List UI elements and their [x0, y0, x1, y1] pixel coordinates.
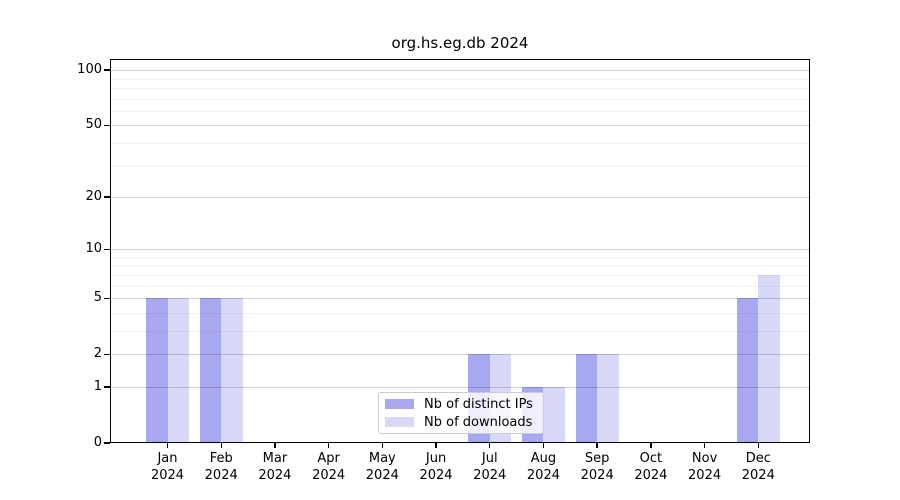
y-tick-label-50: 50 [85, 117, 102, 133]
x-tick-nov [703, 443, 706, 448]
gridline-minor-8 [110, 265, 810, 267]
y-tick-2 [104, 353, 110, 355]
plot-area [110, 59, 810, 443]
y-tick-100 [104, 69, 110, 71]
legend: Nb of distinct IPs Nb of downloads [378, 392, 544, 434]
y-tick-5 [104, 297, 110, 299]
gridline-major-10 [110, 249, 810, 251]
y-tick-label-10: 10 [85, 241, 102, 257]
legend-item-downloads: Nb of downloads [385, 413, 537, 431]
bar-ips-feb [199, 298, 222, 443]
x-tick-jun [435, 443, 437, 448]
x-tick-label-jan: Jan 2024 [150, 451, 185, 483]
y-tick-label-2: 2 [93, 346, 102, 362]
y-tick-1 [104, 386, 110, 388]
gridline-minor-90 [110, 78, 810, 80]
x-tick-feb [220, 443, 222, 448]
gridline-minor-9 [110, 256, 810, 258]
y-tick-label-0: 0 [93, 435, 102, 450]
y-tick-20 [104, 196, 110, 198]
gridline-major-50 [110, 125, 810, 127]
gridline-minor-4 [110, 312, 810, 314]
x-tick-label-oct: Oct 2024 [634, 451, 668, 483]
legend-label-downloads: Nb of downloads [424, 414, 533, 430]
legend-label-distinct-ips: Nb of distinct IPs [424, 396, 533, 412]
y-tick-label-1: 1 [93, 379, 102, 394]
bar-downloads-feb [221, 298, 243, 443]
gridline-minor-30 [110, 165, 810, 167]
x-tick-label-aug: Aug 2024 [526, 451, 560, 483]
gridline-minor-70 [110, 98, 810, 100]
legend-swatch-ips-icon [385, 399, 414, 409]
x-tick-jan [166, 443, 169, 448]
y-tick-50 [104, 124, 110, 127]
x-tick-may [381, 443, 384, 448]
bar-downloads-dec [758, 275, 780, 443]
gridline-major-5 [110, 298, 810, 300]
y-tick-label-5: 5 [93, 290, 102, 306]
x-tick-oct [650, 443, 652, 448]
x-tick-label-nov: Nov 2024 [688, 451, 722, 483]
x-tick-label-may: May 2024 [365, 451, 399, 483]
legend-swatch-downloads-icon [385, 417, 414, 427]
x-tick-label-sep: Sep 2024 [580, 451, 614, 483]
x-tick-label-jun: Jun 2024 [419, 451, 453, 483]
bar-ips-sep [575, 354, 598, 443]
y-tick-10 [104, 248, 110, 250]
x-tick-label-dec: Dec 2024 [741, 451, 775, 483]
gridline-major-20 [110, 197, 810, 199]
grid-layer [110, 59, 810, 443]
gridline-major-100 [110, 70, 810, 72]
gridline-minor-3 [110, 331, 810, 332]
gridline-minor-80 [110, 87, 810, 89]
gridline-major-2 [110, 354, 810, 356]
gridline-minor-6 [110, 285, 810, 287]
chart-title: org.hs.eg.db 2024 [391, 34, 529, 52]
bar-downloads-sep [597, 354, 619, 443]
bar-ips-dec [736, 298, 759, 443]
x-tick-dec [757, 443, 759, 448]
x-tick-sep [596, 443, 598, 448]
y-tick-label-100: 100 [77, 62, 102, 78]
x-tick-label-mar: Mar 2024 [258, 451, 292, 483]
bar-downloads-jan [167, 298, 189, 443]
x-tick-mar [274, 443, 276, 448]
x-tick-jul [489, 443, 491, 448]
x-tick-label-feb: Feb 2024 [204, 451, 238, 483]
bar-downloads-aug [543, 387, 565, 443]
gridline-minor-60 [110, 110, 810, 112]
gridline-major-1 [110, 387, 810, 388]
gridline-minor-40 [110, 142, 810, 144]
y-tick-0 [104, 442, 110, 444]
gridline-minor-7 [110, 275, 810, 276]
bar-ips-jan [146, 298, 168, 443]
x-tick-label-jul: Jul 2024 [473, 451, 507, 483]
y-tick-label-20: 20 [85, 189, 102, 205]
x-tick-label-apr: Apr 2024 [312, 451, 346, 483]
x-tick-aug [542, 443, 545, 448]
x-tick-apr [327, 443, 330, 448]
legend-item-distinct-ips: Nb of distinct IPs [385, 395, 537, 413]
